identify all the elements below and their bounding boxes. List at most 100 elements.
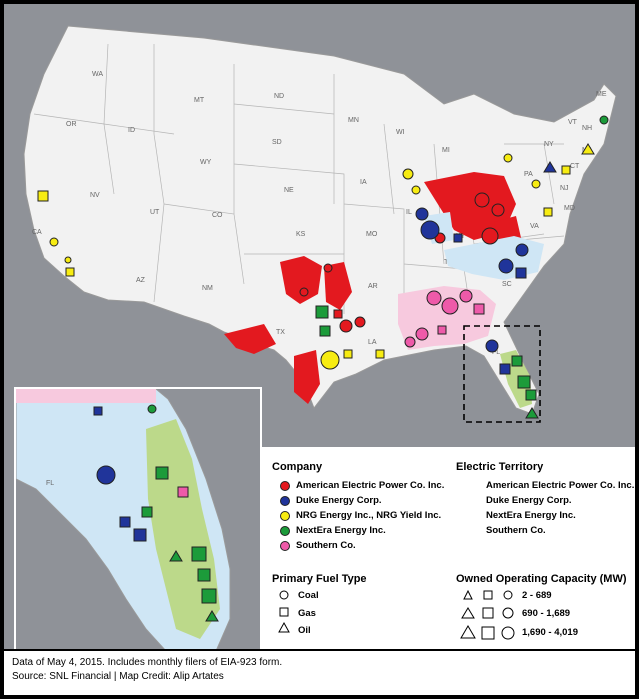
state-label: VT — [568, 119, 578, 126]
oil-icon — [278, 621, 290, 633]
state-label: UT — [150, 209, 160, 216]
plant-gas-nrg — [37, 190, 49, 202]
state-label: MO — [366, 231, 378, 238]
plant-gas-duke — [93, 406, 103, 416]
plant-coal-nrg — [402, 168, 414, 180]
state-label: AZ — [136, 277, 146, 284]
plant-coal-aep — [481, 227, 499, 245]
legend-dot-nrg — [280, 511, 290, 521]
state-label: NE — [284, 187, 294, 194]
gas-icon — [279, 607, 289, 617]
legend-territory-southern: Southern Co. — [486, 525, 546, 536]
plant-coal-nrg — [49, 237, 59, 247]
legend-company-southern: Southern Co. — [296, 540, 356, 551]
plant-coal-duke — [415, 207, 429, 221]
plant-coal-nrg — [531, 179, 541, 189]
plant-coal-duke — [485, 339, 499, 353]
state-label: VA — [530, 223, 539, 230]
state-label: OR — [66, 121, 77, 128]
plant-coal-southern — [404, 336, 416, 348]
plant-oil-nextera — [525, 407, 539, 419]
legend-dot-aep — [280, 481, 290, 491]
plant-oil-nrg — [581, 143, 595, 155]
legend-territory-duke: Duke Energy Corp. — [486, 495, 572, 506]
legend-dot-duke — [280, 496, 290, 506]
state-label: NH — [582, 125, 592, 132]
footer-source: Source: SNL Financial | Map Credit: Alip… — [12, 671, 224, 682]
legend-fuel-coal: Coal — [298, 590, 319, 601]
plant-coal-aep — [354, 316, 366, 328]
plant-gas-southern — [177, 486, 189, 498]
legend-company-duke: Duke Energy Corp. — [296, 495, 382, 506]
plant-coal-aep — [339, 319, 353, 333]
footer: Data of May 4, 2015. Includes monthly fi… — [4, 651, 635, 695]
legend-capacity-large: 1,690 - 4,019 — [522, 627, 578, 638]
plant-coal-duke — [96, 465, 116, 485]
coal-icon — [279, 590, 289, 600]
plant-gas-southern — [473, 303, 485, 315]
legend-fuel-title: Primary Fuel Type — [272, 573, 367, 585]
legend-fuel-gas: Gas — [298, 608, 316, 619]
plant-gas-nrg — [543, 207, 553, 217]
plant-coal-nrg — [411, 185, 421, 195]
plant-gas-nrg — [375, 349, 385, 359]
state-label: MD — [564, 205, 575, 212]
plant-gas-duke — [119, 516, 131, 528]
state-label: CO — [212, 212, 223, 219]
footer-data-note: Data of May 4, 2015. Includes monthly fi… — [12, 657, 283, 668]
state-label: NV — [90, 192, 100, 199]
plant-coal-duke — [515, 243, 529, 257]
state-label: TX — [276, 329, 285, 336]
legend-fuel-symbols — [278, 590, 290, 633]
plant-coal-nrg — [320, 350, 340, 370]
plant-coal-southern — [459, 289, 473, 303]
plant-oil-nextera — [205, 610, 219, 622]
state-label: ND — [274, 93, 284, 100]
plant-gas-duke — [133, 528, 147, 542]
plant-gas-nextera — [511, 355, 523, 367]
plant-coal-southern — [426, 290, 442, 306]
state-label: ID — [128, 127, 135, 134]
plant-gas-southern — [437, 325, 447, 335]
legend-capacity-small: 2 - 689 — [522, 590, 552, 601]
plant-gas-nextera — [191, 546, 207, 562]
plant-gas-nextera — [319, 325, 331, 337]
plant-gas-nextera — [141, 506, 153, 518]
plant-coal-nrg — [503, 153, 513, 163]
state-label: MN — [348, 117, 359, 124]
plant-gas-nrg — [561, 165, 571, 175]
plant-gas-nextera — [201, 588, 217, 604]
plant-gas-nrg — [65, 267, 75, 277]
plant-coal-nextera — [147, 404, 157, 414]
legend-company-title: Company — [272, 461, 323, 473]
plant-gas-duke — [515, 267, 527, 279]
state-label: WY — [200, 159, 212, 166]
plant-gas-nextera — [155, 466, 169, 480]
state-label: NJ — [560, 185, 569, 192]
state-label: ME — [596, 91, 607, 98]
plant-coal-southern — [441, 297, 459, 315]
legend-territory-nextera: NextEra Energy Inc. — [486, 510, 576, 521]
plant-gas-aep — [333, 309, 343, 319]
plant-coal-duke — [420, 220, 440, 240]
state-label: IA — [360, 179, 367, 186]
state-label: MI — [442, 147, 450, 154]
state-label: FL — [492, 349, 500, 356]
us-landmass — [23, 25, 617, 415]
legend-dot-nextera — [280, 526, 290, 536]
legend-capacity-medium: 690 - 1,689 — [522, 608, 571, 619]
plant-gas-duke — [453, 233, 463, 243]
plant-oil-nextera — [169, 550, 183, 562]
florida-inset-marker — [463, 325, 541, 423]
plant-gas-nrg — [343, 349, 353, 359]
florida-inset: FL — [14, 387, 262, 649]
legend-capacity-symbols — [460, 589, 515, 640]
legend-company-nrg: NRG Energy Inc., NRG Yield Inc. — [296, 510, 442, 521]
legend-dot-southern — [280, 541, 290, 551]
state-label: AR — [368, 283, 378, 290]
plant-coal-aep — [323, 263, 333, 273]
legend-capacity-title: Owned Operating Capacity (MW) — [456, 573, 627, 585]
legend-company-aep: American Electric Power Co. Inc. — [296, 480, 445, 491]
plant-symbols — [37, 115, 609, 419]
